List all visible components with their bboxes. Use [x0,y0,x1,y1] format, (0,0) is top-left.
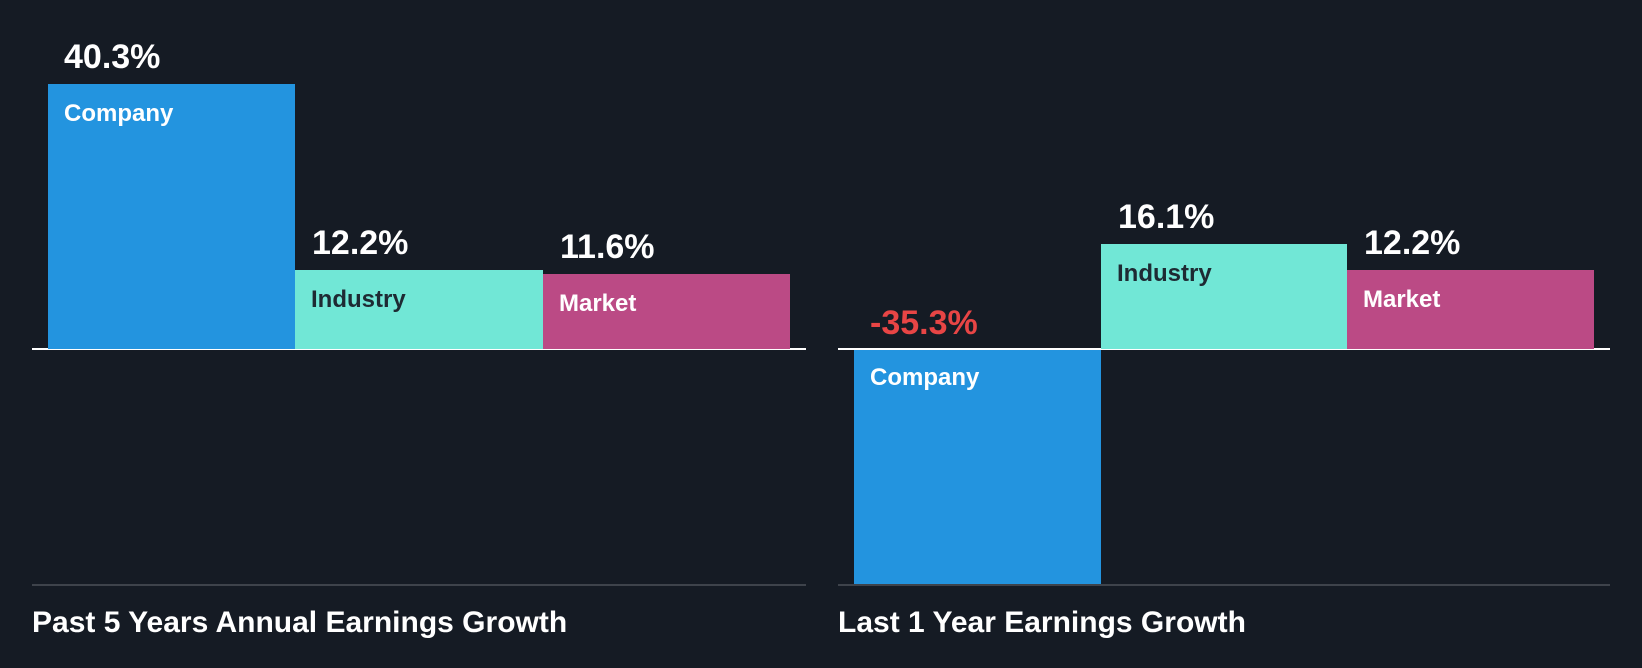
bar-label-company: Company [64,100,174,127]
value-label-market: 12.2% [1364,224,1461,262]
chart-title: Past 5 Years Annual Earnings Growth [32,606,568,639]
bar-label-market: Market [1363,286,1441,313]
bar-market[interactable]: Market [1347,270,1594,349]
bar-company[interactable]: Company [48,84,295,349]
bar-label-company: Company [870,364,980,391]
bar-industry[interactable]: Industry [295,270,543,349]
bar-label-market: Market [559,290,637,317]
bar-industry[interactable]: Industry [1101,244,1347,349]
chart-past-5-years: Company 40.3% Industry 12.2% Market 11.6… [0,0,820,668]
zero-line [32,348,806,350]
bar-market[interactable]: Market [543,274,790,349]
value-label-market: 11.6% [560,228,655,266]
bar-label-industry: Industry [1117,260,1212,287]
value-label-company: 40.3% [64,38,161,76]
base-line [838,584,1610,586]
value-label-industry: 16.1% [1118,198,1215,236]
chart-title: Last 1 Year Earnings Growth [838,606,1246,639]
bar-label-industry: Industry [311,286,406,313]
value-label-company: -35.3% [870,304,978,342]
value-label-industry: 12.2% [312,224,409,262]
zero-line [838,348,1610,350]
base-line [32,584,806,586]
bar-company[interactable]: Company [854,350,1101,584]
